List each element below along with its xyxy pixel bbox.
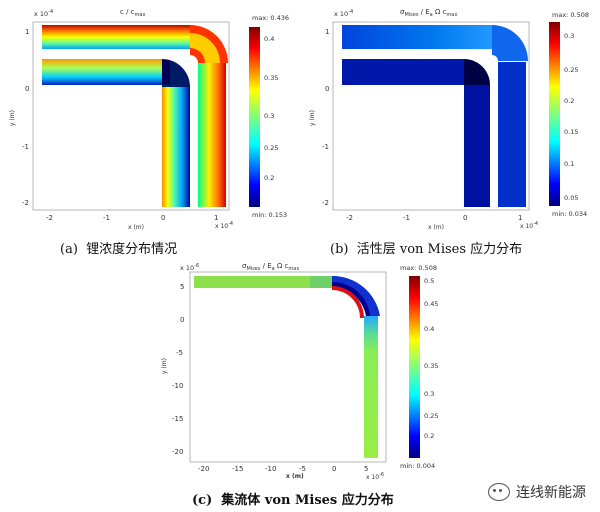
panel-c-cbar-tick: 0.35 bbox=[424, 362, 438, 370]
panel-c-cbar-tick: 0.45 bbox=[424, 300, 438, 308]
panel-c-colorbar-min: min: 0.004 bbox=[400, 462, 435, 470]
panel-c-xlabel: x (m) bbox=[286, 473, 304, 480]
watermark-text: 连线新能源 bbox=[516, 485, 586, 501]
panel-a-xtick: -2 bbox=[46, 214, 53, 222]
panel-a-xtick: 0 bbox=[161, 214, 165, 222]
panel-a-cbar-tick: 0.4 bbox=[264, 35, 274, 43]
panel-c-ytick: -10 bbox=[172, 382, 183, 390]
panel-b-cbar-tick: 0.05 bbox=[564, 194, 578, 202]
panel-a-xtick: 1 bbox=[214, 214, 218, 222]
panel-c-cbar-tick: 0.25 bbox=[424, 412, 438, 420]
panel-c-ytick: 0 bbox=[180, 316, 184, 324]
panel-c-xtick: -15 bbox=[232, 465, 243, 473]
panel-c-ytick: -5 bbox=[176, 349, 183, 357]
panel-a-cbar-tick: 0.2 bbox=[264, 174, 274, 182]
panel-c-caption: (c) 集流体 von Mises 应力分布 bbox=[192, 489, 394, 508]
panel-a-cbar-tick: 0.3 bbox=[264, 112, 274, 120]
panel-a-title: c / cmax bbox=[120, 8, 145, 18]
panel-b-cbar-tick: 0.3 bbox=[564, 32, 574, 40]
panel-c-exponent: x 10-6 bbox=[180, 263, 199, 272]
panel-b-xtick: -2 bbox=[346, 214, 353, 222]
panel-a-ytick: 0 bbox=[25, 85, 29, 93]
panel-a-exponent: x 10-4 bbox=[34, 9, 53, 18]
panel-a-ytick: 1 bbox=[25, 28, 29, 36]
panel-b-xtick: -1 bbox=[403, 214, 410, 222]
watermark: 连线新能源 bbox=[488, 482, 586, 502]
panel-a-plot: max: 0.436 min: 0.153 0.4 0.35 0.3 0.25 … bbox=[9, 8, 289, 231]
panel-c-x-exponent: x 10-6 bbox=[366, 472, 384, 481]
panel-b-colorbar-min: min: 0.034 bbox=[552, 210, 587, 218]
panel-c-xtick: 0 bbox=[332, 465, 336, 473]
panel-c-plot: max: 0.508 min: 0.004 0.5 0.45 0.4 0.35 … bbox=[161, 262, 438, 481]
panel-b-plot: max: 0.508 min: 0.034 0.3 0.25 0.2 0.15 … bbox=[309, 8, 589, 231]
panel-a-ylabel: y (m) bbox=[9, 110, 16, 126]
panel-c-ytick: 5 bbox=[180, 283, 184, 291]
panel-b-ytick: -2 bbox=[322, 199, 329, 207]
panel-b-exponent: x 10-4 bbox=[334, 9, 353, 18]
panel-a-caption-text: 锂浓度分布情况 bbox=[86, 242, 178, 257]
panel-b-ytick: -1 bbox=[322, 143, 329, 151]
panel-a-caption: (a) 锂浓度分布情况 bbox=[60, 238, 177, 257]
panel-c-xtick: -5 bbox=[299, 465, 306, 473]
panel-a-x-exponent: x 10-4 bbox=[215, 221, 233, 230]
panel-b-caption-label: (b) bbox=[330, 242, 349, 257]
panel-c-ytick: -15 bbox=[172, 415, 183, 423]
panel-b-title: σMises / Ea Ω cmax bbox=[400, 8, 457, 18]
panel-a-colorbar-min: min: 0.153 bbox=[252, 211, 287, 219]
panel-b-caption: (b) 活性层 von Mises 应力分布 bbox=[330, 238, 522, 257]
panel-c-xtick: -10 bbox=[265, 465, 276, 473]
panel-b-ylabel: y (m) bbox=[309, 110, 316, 126]
panel-a-cbar-tick: 0.35 bbox=[264, 74, 278, 82]
panel-b-cbar-tick: 0.1 bbox=[564, 160, 574, 168]
panel-a-xlabel: x (m) bbox=[128, 224, 144, 231]
panel-b-cbar-tick: 0.25 bbox=[564, 66, 578, 74]
panel-b-xtick: 0 bbox=[463, 214, 467, 222]
panel-c-title: σMises / Ea Ω cmax bbox=[242, 262, 299, 272]
panel-a-ytick: -1 bbox=[22, 143, 29, 151]
panel-c-ytick: -20 bbox=[172, 448, 183, 456]
panel-a-colorbar-max: max: 0.436 bbox=[252, 14, 289, 22]
panel-b-colorbar-max: max: 0.508 bbox=[552, 11, 589, 19]
panel-c-caption-label: (c) bbox=[192, 493, 213, 508]
panel-b-caption-text: 活性层 von Mises 应力分布 bbox=[356, 242, 523, 257]
panel-b-ytick: 0 bbox=[325, 85, 329, 93]
panel-c-cbar-tick: 0.2 bbox=[424, 432, 434, 440]
panel-a-caption-label: (a) bbox=[60, 242, 78, 257]
panel-a-xtick: -1 bbox=[103, 214, 110, 222]
panel-c-xtick: 5 bbox=[364, 465, 368, 473]
panel-c-cbar-tick: 0.3 bbox=[424, 390, 434, 398]
panel-c-cbar-tick: 0.4 bbox=[424, 325, 434, 333]
panel-a-ytick: -2 bbox=[22, 199, 29, 207]
panel-c-cbar-tick: 0.5 bbox=[424, 277, 434, 285]
wechat-icon bbox=[488, 483, 510, 501]
panel-a-cbar-tick: 0.25 bbox=[264, 144, 278, 152]
panel-b-x-exponent: x 10-4 bbox=[520, 221, 538, 230]
panel-b-ytick: 1 bbox=[325, 28, 329, 36]
panel-c-colorbar-max: max: 0.508 bbox=[400, 264, 437, 272]
panel-b-xtick: 1 bbox=[518, 214, 522, 222]
panel-b-cbar-tick: 0.2 bbox=[564, 97, 574, 105]
panel-b-cbar-tick: 0.15 bbox=[564, 128, 578, 136]
panel-c-xtick: -20 bbox=[198, 465, 209, 473]
panel-c-caption-text: 集流体 von Mises 应力分布 bbox=[221, 493, 394, 508]
panel-c-ylabel: y (m) bbox=[161, 358, 168, 374]
panel-b-xlabel: x (m) bbox=[428, 224, 444, 231]
